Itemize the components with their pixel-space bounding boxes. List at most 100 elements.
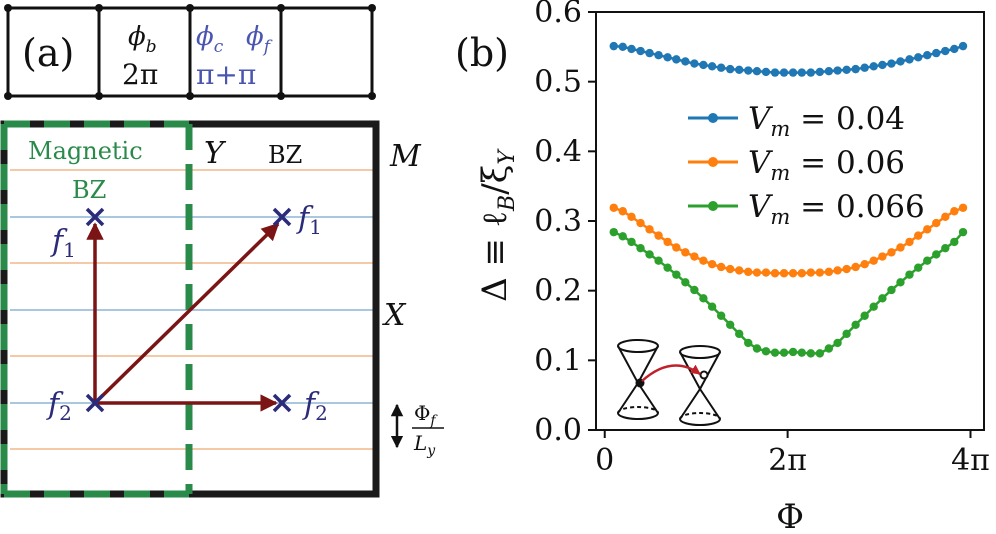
legend-label: Vm = 0.06 xyxy=(748,145,905,185)
data-point xyxy=(654,256,663,265)
legend-marker xyxy=(708,201,718,211)
data-point xyxy=(932,218,941,228)
data-point xyxy=(923,256,932,265)
data-point xyxy=(690,285,699,295)
data-point xyxy=(770,68,780,77)
data-point xyxy=(851,262,860,272)
data-point xyxy=(770,269,780,278)
x-point-label: X xyxy=(382,298,407,333)
data-point xyxy=(761,67,771,77)
data-point xyxy=(716,262,726,272)
data-point xyxy=(833,66,842,75)
y-tick-label: 0.0 xyxy=(534,413,582,448)
data-point xyxy=(905,237,914,247)
data-point xyxy=(896,57,905,66)
data-point xyxy=(744,338,753,348)
data-point xyxy=(779,348,789,357)
data-point xyxy=(672,55,681,64)
data-point xyxy=(707,302,717,311)
data-point xyxy=(725,264,735,274)
data-point xyxy=(932,48,941,58)
data-point xyxy=(824,267,834,277)
data-point xyxy=(681,278,690,287)
data-point xyxy=(627,44,636,54)
series-line xyxy=(613,206,964,275)
panel-a-label: (a) xyxy=(22,31,74,75)
data-point xyxy=(690,252,699,261)
data-point xyxy=(744,267,753,277)
data-point xyxy=(914,231,923,240)
data-point xyxy=(752,344,762,353)
data-point xyxy=(788,347,798,357)
data-point xyxy=(851,320,860,330)
panel-a-strip-nodes xyxy=(4,4,376,100)
data-point xyxy=(896,243,905,252)
strip-two-pi: 2π xyxy=(122,58,158,91)
data-point xyxy=(914,53,923,62)
series-line xyxy=(613,44,964,74)
data-point xyxy=(609,203,618,212)
cone-right xyxy=(679,345,721,426)
data-point xyxy=(941,46,950,56)
data-point xyxy=(815,268,825,277)
y-tick-label: 0.1 xyxy=(534,343,582,378)
series-0 xyxy=(609,41,968,77)
y-tick-label: 0.2 xyxy=(534,274,582,309)
data-point xyxy=(842,329,851,339)
strip-phi-f: ϕf xyxy=(246,22,273,57)
data-point xyxy=(681,248,690,257)
data-point xyxy=(923,50,932,60)
data-point xyxy=(941,243,950,253)
data-point xyxy=(950,44,959,54)
data-point xyxy=(941,212,950,222)
y-point-label: Y xyxy=(204,136,227,171)
data-point xyxy=(914,263,923,272)
data-point xyxy=(716,311,726,320)
arrow-diagonal xyxy=(93,222,280,405)
dirac-cones-inset xyxy=(617,339,721,426)
spacing-numerator: Φf xyxy=(414,401,438,429)
data-point xyxy=(950,207,959,216)
data-point xyxy=(923,225,932,234)
data-point xyxy=(905,55,914,64)
data-point xyxy=(958,203,968,212)
panel-b-label: (b) xyxy=(455,31,509,75)
data-point xyxy=(761,268,771,277)
y-tick-label: 0.5 xyxy=(534,65,582,100)
data-point xyxy=(842,264,851,274)
data-point xyxy=(636,243,645,253)
data-point xyxy=(645,250,654,259)
data-point xyxy=(636,46,645,56)
data-point xyxy=(725,320,735,330)
data-point xyxy=(627,237,636,247)
data-point xyxy=(860,63,869,72)
data-point xyxy=(869,256,878,265)
legend-marker xyxy=(708,113,718,123)
inset-scattering-arrow xyxy=(641,364,701,382)
data-point xyxy=(609,41,618,51)
bz-label: BZ xyxy=(268,141,302,169)
m-point-label: M xyxy=(389,139,422,174)
data-point xyxy=(618,42,627,52)
data-point xyxy=(887,248,896,257)
data-point xyxy=(860,311,869,320)
data-point xyxy=(663,237,672,247)
f1-label-left: f1 xyxy=(50,224,76,262)
data-point xyxy=(654,231,663,240)
data-point xyxy=(690,59,699,68)
series-2 xyxy=(609,227,968,358)
data-point xyxy=(609,227,618,237)
data-point xyxy=(806,349,816,358)
data-point xyxy=(806,268,816,277)
cross-marker xyxy=(85,207,105,227)
data-point xyxy=(725,64,735,74)
scattering-arrows xyxy=(86,222,280,412)
x-axis-label: Φ xyxy=(776,497,804,534)
data-point xyxy=(645,48,654,58)
cross-marker xyxy=(85,393,105,413)
data-point xyxy=(869,302,878,311)
cross-marker xyxy=(272,393,292,413)
data-point xyxy=(699,294,708,303)
data-point xyxy=(699,256,708,265)
